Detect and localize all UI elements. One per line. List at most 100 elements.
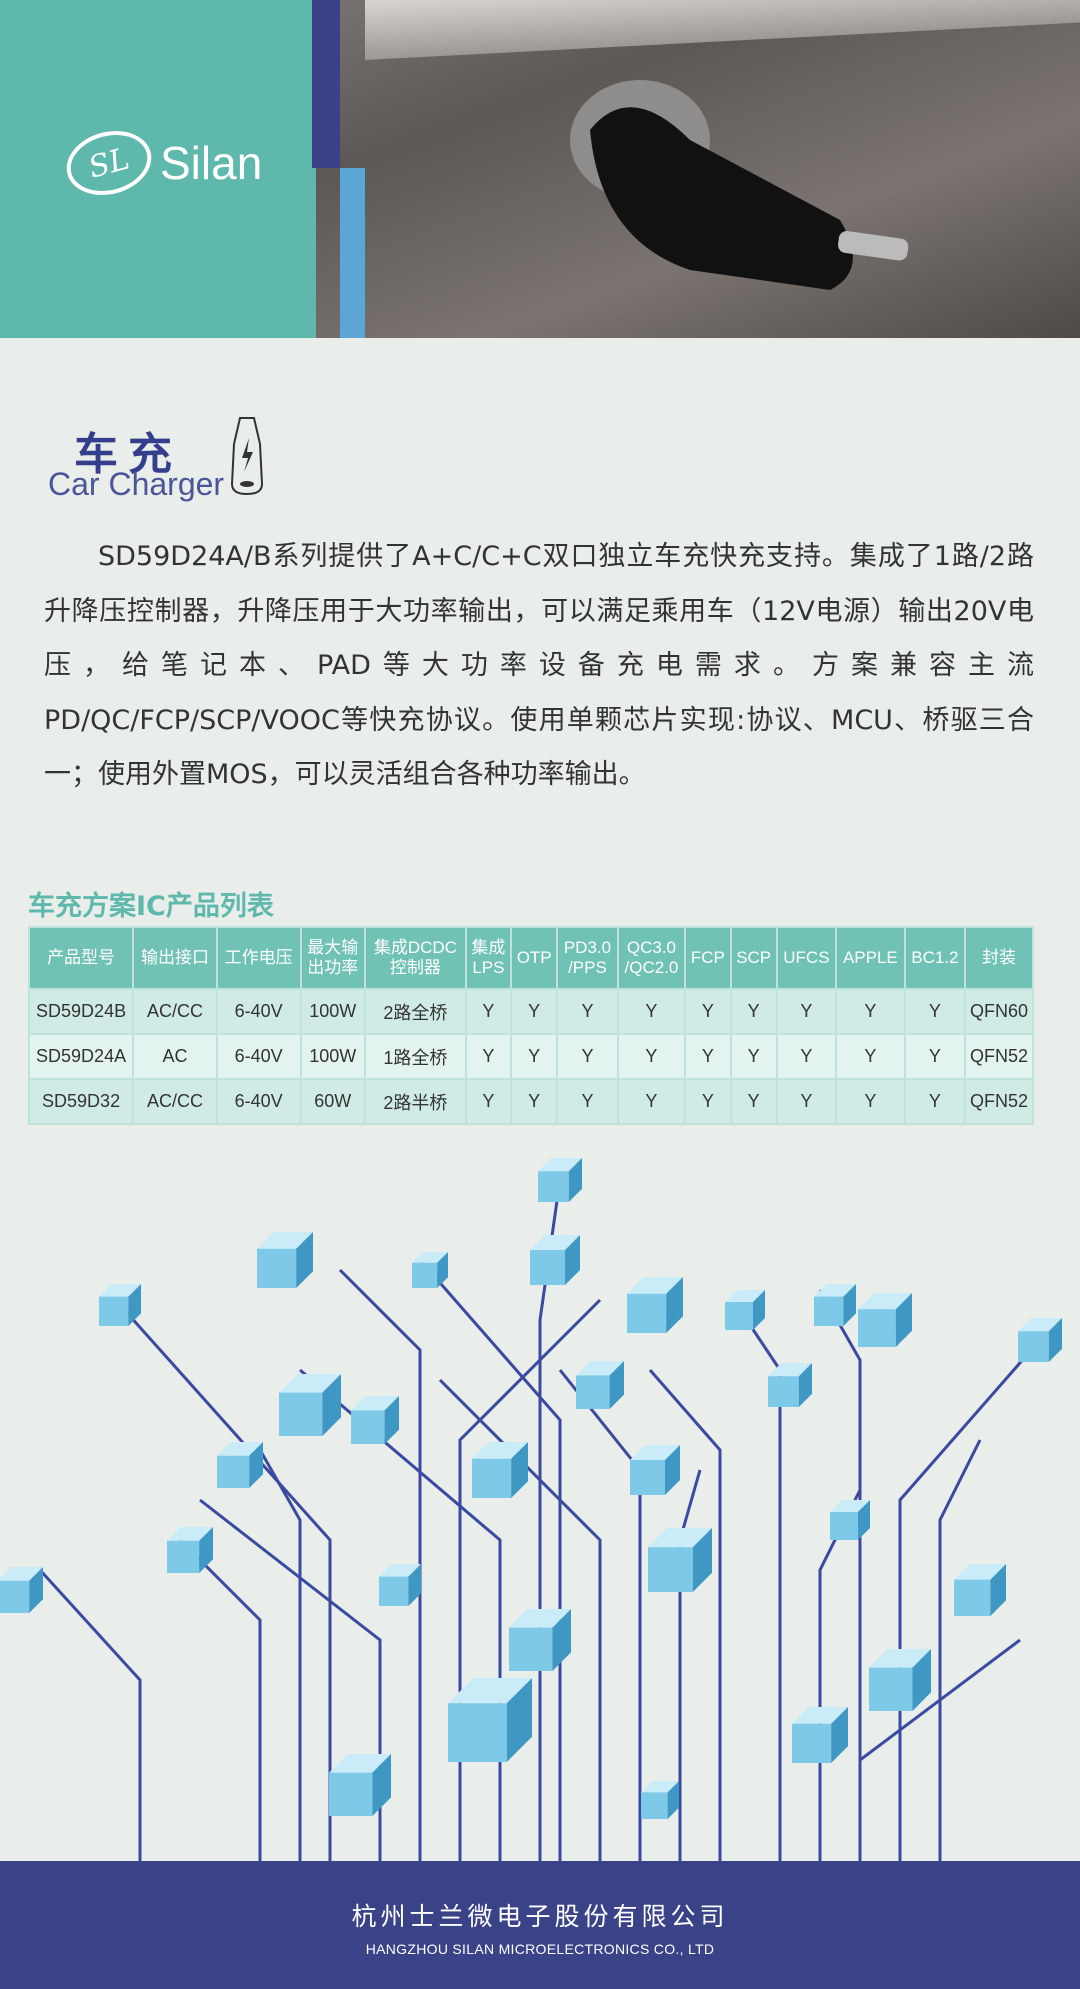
cube xyxy=(954,1564,1006,1616)
table-cell: 2路半桥 xyxy=(364,1078,467,1125)
column-header-text: 输出接口 xyxy=(140,948,209,967)
table-row: SD59D24A AC 6-40V 100W 1路全桥 Y Y Y Y Y Y Y Y Y QFN52 xyxy=(27,1033,1035,1080)
table-cell: Y xyxy=(775,988,837,1035)
book-photo xyxy=(365,0,1080,60)
cube xyxy=(641,1781,679,1819)
table-cell: Y xyxy=(684,1033,732,1080)
column-header-text: APPLE xyxy=(842,948,898,967)
column-header-text: SCP xyxy=(736,948,772,967)
circuit-trace xyxy=(648,1369,722,1862)
table-cell: AC/CC xyxy=(132,988,218,1035)
table-cell: Y xyxy=(729,988,778,1035)
table-cell: Y xyxy=(903,1078,966,1125)
circuit-trace xyxy=(938,1439,982,1862)
table-cell: 100W xyxy=(299,1033,367,1080)
table-cell: Y xyxy=(729,1078,778,1125)
column-header: FCP xyxy=(684,926,732,990)
logo-mark: SL xyxy=(59,121,159,205)
column-header-text: OTP xyxy=(516,948,552,967)
cube xyxy=(448,1678,532,1762)
section-title-en: Car Charger xyxy=(48,466,225,502)
cube xyxy=(99,1284,141,1326)
cube xyxy=(768,1363,812,1407)
table-cell: Y xyxy=(510,1033,559,1080)
accent-bar-light-blue xyxy=(340,168,365,338)
table-cell: Y xyxy=(464,988,513,1035)
table-cell: Y xyxy=(775,1033,837,1080)
table-cell: 1路全桥 xyxy=(364,1033,467,1080)
table-cell: QFN60 xyxy=(963,988,1035,1035)
table-cell: AC/CC xyxy=(132,1078,218,1125)
cube xyxy=(627,1277,683,1333)
table-cell: Y xyxy=(556,988,619,1035)
cube xyxy=(858,1293,912,1347)
table-cell: Y xyxy=(616,1078,687,1125)
cube xyxy=(538,1158,582,1202)
column-header: 工作电压 xyxy=(215,926,302,990)
circuit-trace xyxy=(538,1179,562,1862)
column-header-text: 最大输 xyxy=(307,938,359,957)
column-header: QC3.0/QC2.0 xyxy=(616,926,687,990)
footer: 杭州士兰微电子股份有限公司 HANGZHOU SILAN MICROELECTR… xyxy=(0,1861,1080,1989)
table-cell: 60W xyxy=(299,1078,367,1125)
column-header: UFCS xyxy=(775,926,837,990)
table-cell: Y xyxy=(464,1033,513,1080)
circuit-cubes-illustration xyxy=(0,1158,1062,1862)
cube xyxy=(1018,1318,1062,1362)
cube xyxy=(0,1567,43,1613)
table-cell: Y xyxy=(616,988,687,1035)
table-row: SD59D24B AC/CC 6-40V 100W 2路全桥 Y Y Y Y Y Y Y Y Y QFN60 xyxy=(27,988,1035,1035)
column-header-text: 产品型号 xyxy=(47,948,116,967)
table-cell: 2路全桥 xyxy=(364,988,467,1035)
circuit-trace xyxy=(38,1568,142,1862)
column-header-text: 出功率 xyxy=(307,958,359,977)
description-paragraph: SD59D24A/B系列提供了A+C/C+C双口独立车充快充支持。集成了1路/2… xyxy=(44,541,1034,790)
column-header-text: UFCS xyxy=(783,948,830,967)
column-header: BC1.2 xyxy=(903,926,966,990)
column-header-text: /PPS xyxy=(568,958,607,977)
cube xyxy=(830,1500,870,1540)
table-cell: Y xyxy=(775,1078,837,1125)
column-header-text: 控制器 xyxy=(389,958,441,977)
circuit-trace xyxy=(258,1449,302,1862)
column-header-text: 封装 xyxy=(981,948,1016,967)
circuit-trace xyxy=(898,1339,1042,1862)
table-cell: Y xyxy=(616,1033,687,1080)
column-header-text: PD3.0 xyxy=(563,938,612,957)
table-cell: Y xyxy=(684,988,732,1035)
cube xyxy=(217,1442,263,1488)
table-cell: 100W xyxy=(299,988,367,1035)
table-header-row: 产品型号 输出接口 工作电压 最大输 出功率 集成DCDC 控制器 集成 LPS OTP PD3.0… xyxy=(27,926,1035,990)
table-cell: Y xyxy=(834,988,906,1035)
cube xyxy=(412,1252,448,1288)
company-name-cn: 杭州士兰微电子股份有限公司 xyxy=(351,1902,729,1931)
cube xyxy=(814,1284,856,1326)
column-header-text: FCP xyxy=(690,948,725,967)
table-cell: SD59D24B xyxy=(27,988,135,1035)
circuit-trace xyxy=(118,1304,332,1862)
circuit-trace xyxy=(338,1268,422,1862)
column-header-text: /QC2.0 xyxy=(624,958,679,977)
table-cell: Y xyxy=(464,1078,513,1125)
brand-name: Silan xyxy=(160,137,263,189)
accent-bar-navy xyxy=(312,0,340,168)
table-cell: Y xyxy=(510,988,559,1035)
column-header: PD3.0/PPS xyxy=(556,926,619,990)
cube xyxy=(792,1707,848,1763)
table-cell: Y xyxy=(903,1033,966,1080)
cube xyxy=(648,1528,712,1592)
product-table: 产品型号 输出接口 工作电压 最大输 出功率 集成DCDC 控制器 集成 LPS OTP PD3.0… xyxy=(27,926,1035,1125)
table-cell: SD59D24A xyxy=(27,1033,135,1080)
table-cell: QFN52 xyxy=(963,1078,1035,1125)
circuit-trace xyxy=(438,1378,602,1862)
column-header-text: 集成 xyxy=(471,938,506,957)
column-header: SCP xyxy=(729,926,778,990)
table-cell: SD59D32 xyxy=(27,1078,135,1125)
brand-panel xyxy=(0,0,316,338)
table-row: SD59D32 AC/CC 6-40V 60W 2路半桥 Y Y Y Y Y Y Y Y Y QFN52 xyxy=(27,1078,1035,1125)
column-header: 产品型号 xyxy=(27,926,135,990)
table-cell: AC xyxy=(132,1033,218,1080)
circuit-trace xyxy=(178,1538,262,1862)
car-charger-photo xyxy=(570,80,909,290)
table-cell: Y xyxy=(684,1078,732,1125)
